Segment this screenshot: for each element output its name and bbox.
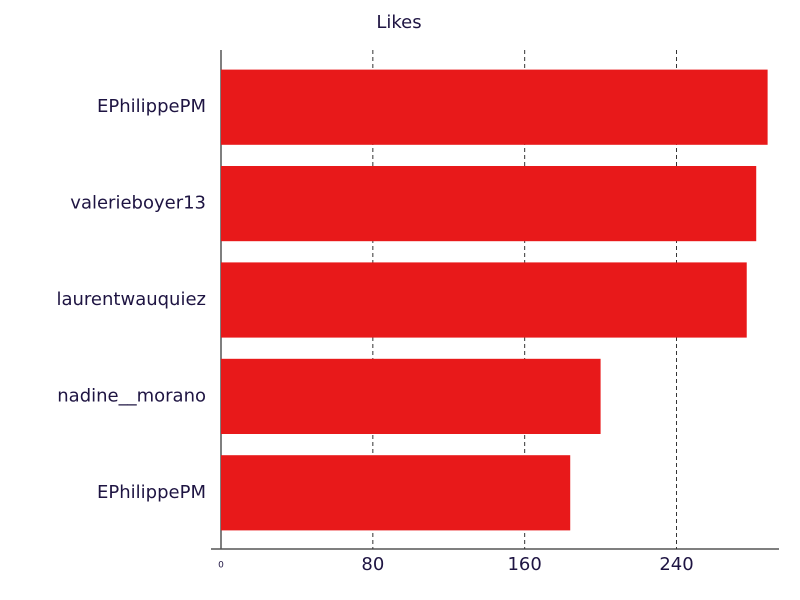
chart-title: Likes — [376, 12, 421, 33]
y-tick-label: nadine__morano — [57, 385, 206, 406]
bar — [221, 262, 747, 338]
bar — [221, 358, 601, 434]
y-tick-label: laurentwauquiez — [56, 289, 206, 310]
y-tick-label: EPhilippePM — [97, 96, 206, 117]
y-tick-label: EPhilippePM — [97, 482, 206, 503]
bar — [221, 69, 768, 145]
x-tick-label: 240 — [659, 554, 693, 575]
x-tick-label: 80 — [361, 554, 384, 575]
bar — [221, 166, 757, 242]
x-tick-label: 160 — [507, 554, 541, 575]
x-tick-label: 0 — [218, 561, 224, 571]
bar — [221, 455, 571, 531]
y-tick-label: valerieboyer13 — [70, 193, 206, 214]
